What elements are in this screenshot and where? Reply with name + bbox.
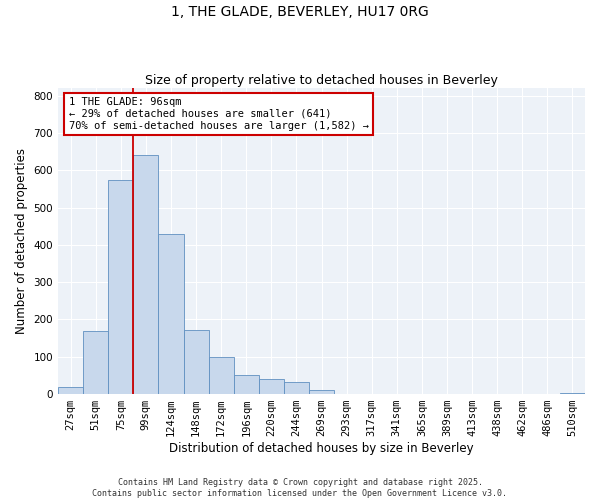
Bar [133,155,158,394]
X-axis label: Distribution of detached houses by size in Beverley: Distribution of detached houses by size … [169,442,474,455]
Text: 1, THE GLADE, BEVERLEY, HU17 0RG: 1, THE GLADE, BEVERLEY, HU17 0RG [171,5,429,19]
Text: Contains HM Land Registry data © Crown copyright and database right 2025.
Contai: Contains HM Land Registry data © Crown c… [92,478,508,498]
Bar [184,330,209,394]
Title: Size of property relative to detached houses in Beverley: Size of property relative to detached ho… [145,74,498,87]
Text: 1 THE GLADE: 96sqm
← 29% of detached houses are smaller (641)
70% of semi-detach: 1 THE GLADE: 96sqm ← 29% of detached hou… [68,98,368,130]
Bar [83,332,108,394]
Bar [158,234,184,394]
Bar [108,180,133,394]
Y-axis label: Number of detached properties: Number of detached properties [15,148,28,334]
Bar [284,382,309,394]
Bar [233,374,259,394]
Bar [209,357,233,394]
Bar [58,386,83,394]
Bar [259,379,284,394]
Bar [309,390,334,394]
